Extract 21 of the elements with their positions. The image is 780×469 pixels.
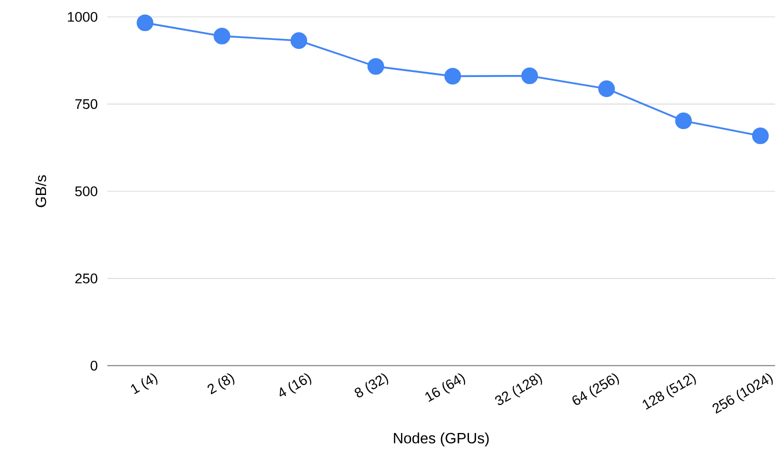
y-tick-label: 0 [90, 360, 98, 371]
point [444, 68, 462, 85]
point [367, 58, 384, 75]
y-axis-title: GB/s [35, 175, 46, 208]
x-tick-label: 16 (64) [425, 373, 466, 402]
point [136, 14, 154, 32]
x-tick-label: 2 (8) [208, 373, 234, 394]
point [521, 67, 538, 84]
x-tick-label: 8 (32) [354, 373, 388, 398]
x-tick-label: 4 (16) [280, 373, 312, 397]
point [675, 112, 692, 130]
y-tick-label: 250 [75, 274, 98, 284]
point [290, 32, 308, 49]
point [598, 80, 615, 98]
point [752, 127, 769, 144]
y-tick-label: 1000 [68, 12, 98, 22]
x-tick-label: 1 (4) [131, 373, 158, 394]
x-axis-title: Nodes (GPUs) [394, 432, 489, 446]
point [214, 28, 230, 44]
y-tick-label: 750 [75, 99, 98, 110]
y-tick-label: 500 [75, 186, 98, 196]
